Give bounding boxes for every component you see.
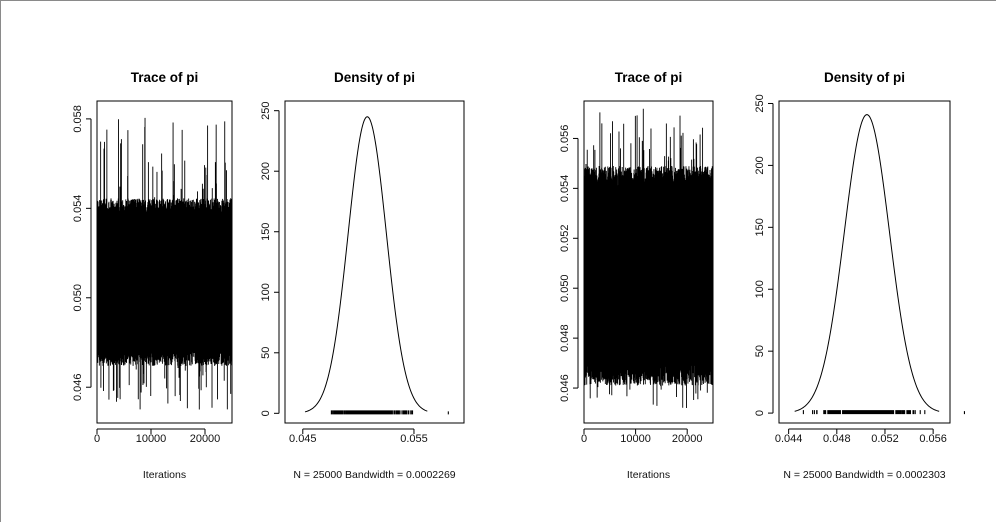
trace-series-core — [97, 215, 232, 347]
y-tick-label: 0 — [260, 410, 272, 416]
x-tick-label: 0.048 — [823, 433, 851, 445]
y-tick-label: 0.052 — [559, 225, 571, 253]
y-tick-label: 0.050 — [559, 274, 571, 302]
x-tick-label: 20000 — [672, 433, 703, 445]
x-tick-label: 0.044 — [775, 433, 803, 445]
x-tick-label: 10000 — [136, 433, 167, 445]
panel-4: Density of pi 0.044 0.048 0.052 0.056 N = 250… — [754, 70, 965, 481]
panel-title: Trace of pi — [131, 70, 199, 85]
x-tick-label: 20000 — [190, 433, 221, 445]
x-axis-label: N = 25000 Bandwidth = 0.0002269 — [293, 469, 455, 481]
x-tick-label: 0 — [94, 433, 100, 445]
x-tick-label: 0.052 — [871, 433, 899, 445]
y-tick-label: 200 — [260, 162, 272, 180]
panel-title: Density of pi — [824, 70, 905, 85]
x-tick-label: 0.056 — [919, 433, 947, 445]
panel-title: Density of pi — [334, 70, 415, 85]
x-axis-label: Iterations — [143, 469, 186, 481]
panel-title: Trace of pi — [615, 70, 683, 85]
trace-series-core — [584, 187, 713, 359]
x-tick-label: 0.045 — [289, 433, 317, 445]
y-tick-label: 150 — [260, 223, 272, 241]
y-tick-label: 200 — [754, 156, 766, 174]
density-rug — [330, 410, 449, 415]
y-tick-label: 0.048 — [559, 324, 571, 352]
y-tick-label: 100 — [754, 280, 766, 298]
plot-box — [583, 100, 714, 424]
y-tick-label: 0.046 — [72, 373, 84, 401]
plot-box — [96, 100, 233, 424]
density-curve — [794, 114, 940, 412]
y-tick-label: 100 — [260, 283, 272, 301]
y-tick-label: 0.046 — [559, 374, 571, 402]
panel-1: Trace of pi 0 10000 20000 Iterations 0.046 0.0… — [72, 70, 233, 481]
x-axis-label: Iterations — [627, 469, 670, 481]
y-tick-label: 250 — [260, 102, 272, 120]
y-tick-label: 50 — [260, 347, 272, 359]
y-tick-label: 250 — [754, 94, 766, 112]
density-rug — [802, 410, 965, 415]
panel-2: Density of pi 0.045 0.055 N = 25000 Bandwid… — [260, 70, 465, 481]
y-tick-label: 0.050 — [72, 284, 84, 312]
y-tick-label: 0.058 — [72, 105, 84, 133]
x-axis-label: N = 25000 Bandwidth = 0.0002303 — [783, 469, 945, 481]
density-curve — [304, 116, 428, 413]
plot-box — [778, 100, 951, 424]
y-tick-label: 0.054 — [559, 175, 571, 203]
y-tick-label: 0.056 — [559, 125, 571, 153]
plot-box — [284, 100, 465, 424]
panel-3: Trace of pi 0 10000 20000 Iterations 0.046 0.0… — [559, 70, 714, 481]
x-tick-label: 0.055 — [400, 433, 428, 445]
x-tick-label: 0 — [581, 433, 587, 445]
y-tick-label: 0 — [754, 410, 766, 416]
y-tick-label: 50 — [754, 345, 766, 357]
y-tick-label: 150 — [754, 218, 766, 236]
y-tick-label: 0.054 — [72, 195, 84, 223]
x-tick-label: 10000 — [620, 433, 651, 445]
